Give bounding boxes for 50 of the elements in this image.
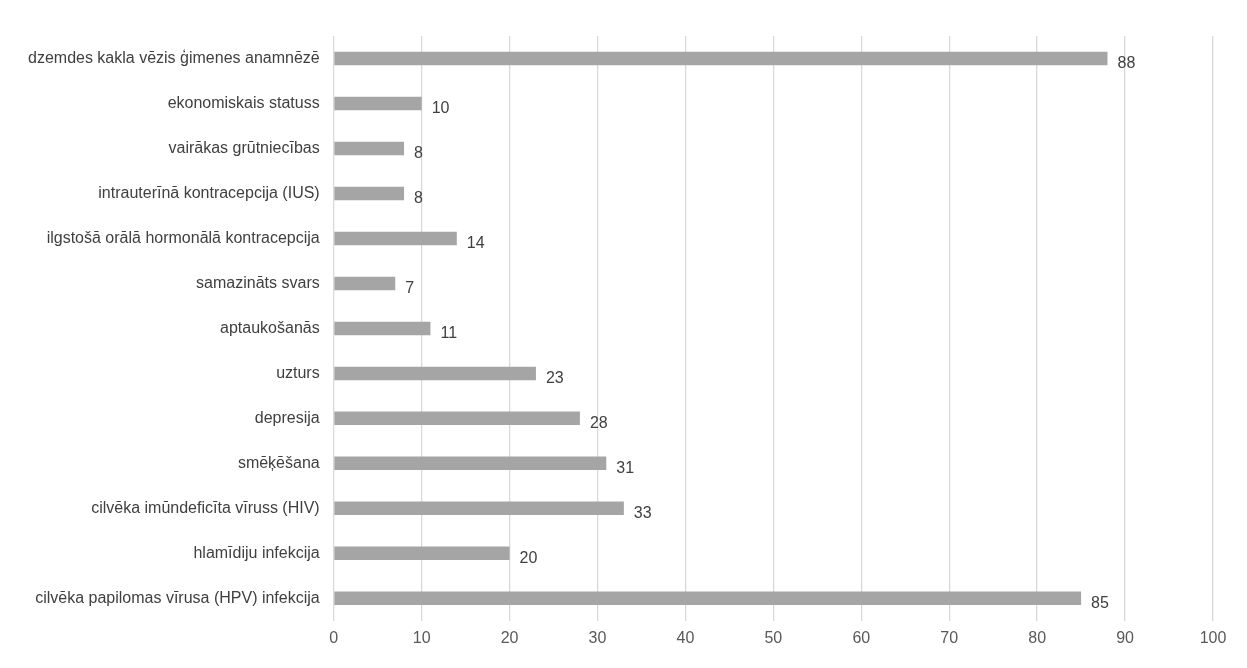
bar bbox=[334, 411, 580, 426]
bar bbox=[334, 96, 422, 111]
data-label: 23 bbox=[545, 368, 564, 386]
y-tick-label: intrauterīnā kontracepcija (IUS) bbox=[98, 183, 320, 201]
y-tick-label: ekonomiskais statuss bbox=[167, 93, 320, 111]
y-tick-label: uzturs bbox=[276, 363, 320, 381]
x-tick-label: 40 bbox=[676, 628, 695, 646]
bar bbox=[334, 546, 510, 561]
y-tick-label: samazināts svars bbox=[196, 273, 320, 291]
bar bbox=[334, 186, 405, 201]
x-tick-label: 90 bbox=[1116, 628, 1135, 646]
bar bbox=[334, 231, 457, 246]
bar bbox=[334, 141, 405, 156]
y-tick-label: smēķēšana bbox=[237, 453, 320, 471]
y-tick-label: vairākas grūtniecības bbox=[168, 138, 320, 156]
x-tick-label: 0 bbox=[329, 628, 339, 646]
data-label: 28 bbox=[589, 413, 608, 431]
data-label: 10 bbox=[431, 98, 450, 116]
bar bbox=[334, 501, 624, 516]
x-tick-label: 30 bbox=[588, 628, 607, 646]
x-tick-label: 10 bbox=[412, 628, 431, 646]
data-label: 31 bbox=[616, 458, 635, 476]
x-tick-label: 60 bbox=[852, 628, 871, 646]
data-label: 88 bbox=[1117, 53, 1136, 71]
y-tick-label: aptaukošanās bbox=[220, 318, 320, 336]
data-label: 14 bbox=[466, 233, 485, 251]
bar bbox=[334, 456, 607, 471]
x-tick-label: 70 bbox=[940, 628, 959, 646]
y-tick-label: cilvēka imūndeficīta vīruss (HIV) bbox=[91, 498, 320, 516]
bar bbox=[334, 51, 1108, 66]
data-label: 11 bbox=[440, 323, 458, 341]
y-tick-label: depresija bbox=[254, 408, 320, 426]
x-tick-label: 100 bbox=[1199, 628, 1227, 646]
y-tick-label: ilgstošā orālā hormonālā kontracepcija bbox=[46, 228, 320, 246]
y-tick-label: hlamīdiju infekcija bbox=[193, 543, 320, 561]
bar bbox=[334, 276, 396, 291]
data-label: 7 bbox=[405, 278, 415, 296]
x-tick-label: 80 bbox=[1028, 628, 1047, 646]
data-label: 8 bbox=[414, 143, 424, 161]
data-label: 85 bbox=[1091, 593, 1109, 611]
data-label: 20 bbox=[519, 548, 538, 566]
x-tick-label: 50 bbox=[764, 628, 783, 646]
bar bbox=[334, 321, 431, 336]
y-tick-label: dzemdes kakla vēzis ģimenes anamnēzē bbox=[28, 48, 320, 66]
bar bbox=[334, 366, 536, 381]
y-tick-label: cilvēka papilomas vīrusa (HPV) infekcija bbox=[35, 588, 320, 606]
bar bbox=[334, 591, 1082, 606]
data-label: 8 bbox=[414, 188, 424, 206]
x-tick-label: 20 bbox=[500, 628, 519, 646]
data-label: 33 bbox=[633, 503, 652, 521]
